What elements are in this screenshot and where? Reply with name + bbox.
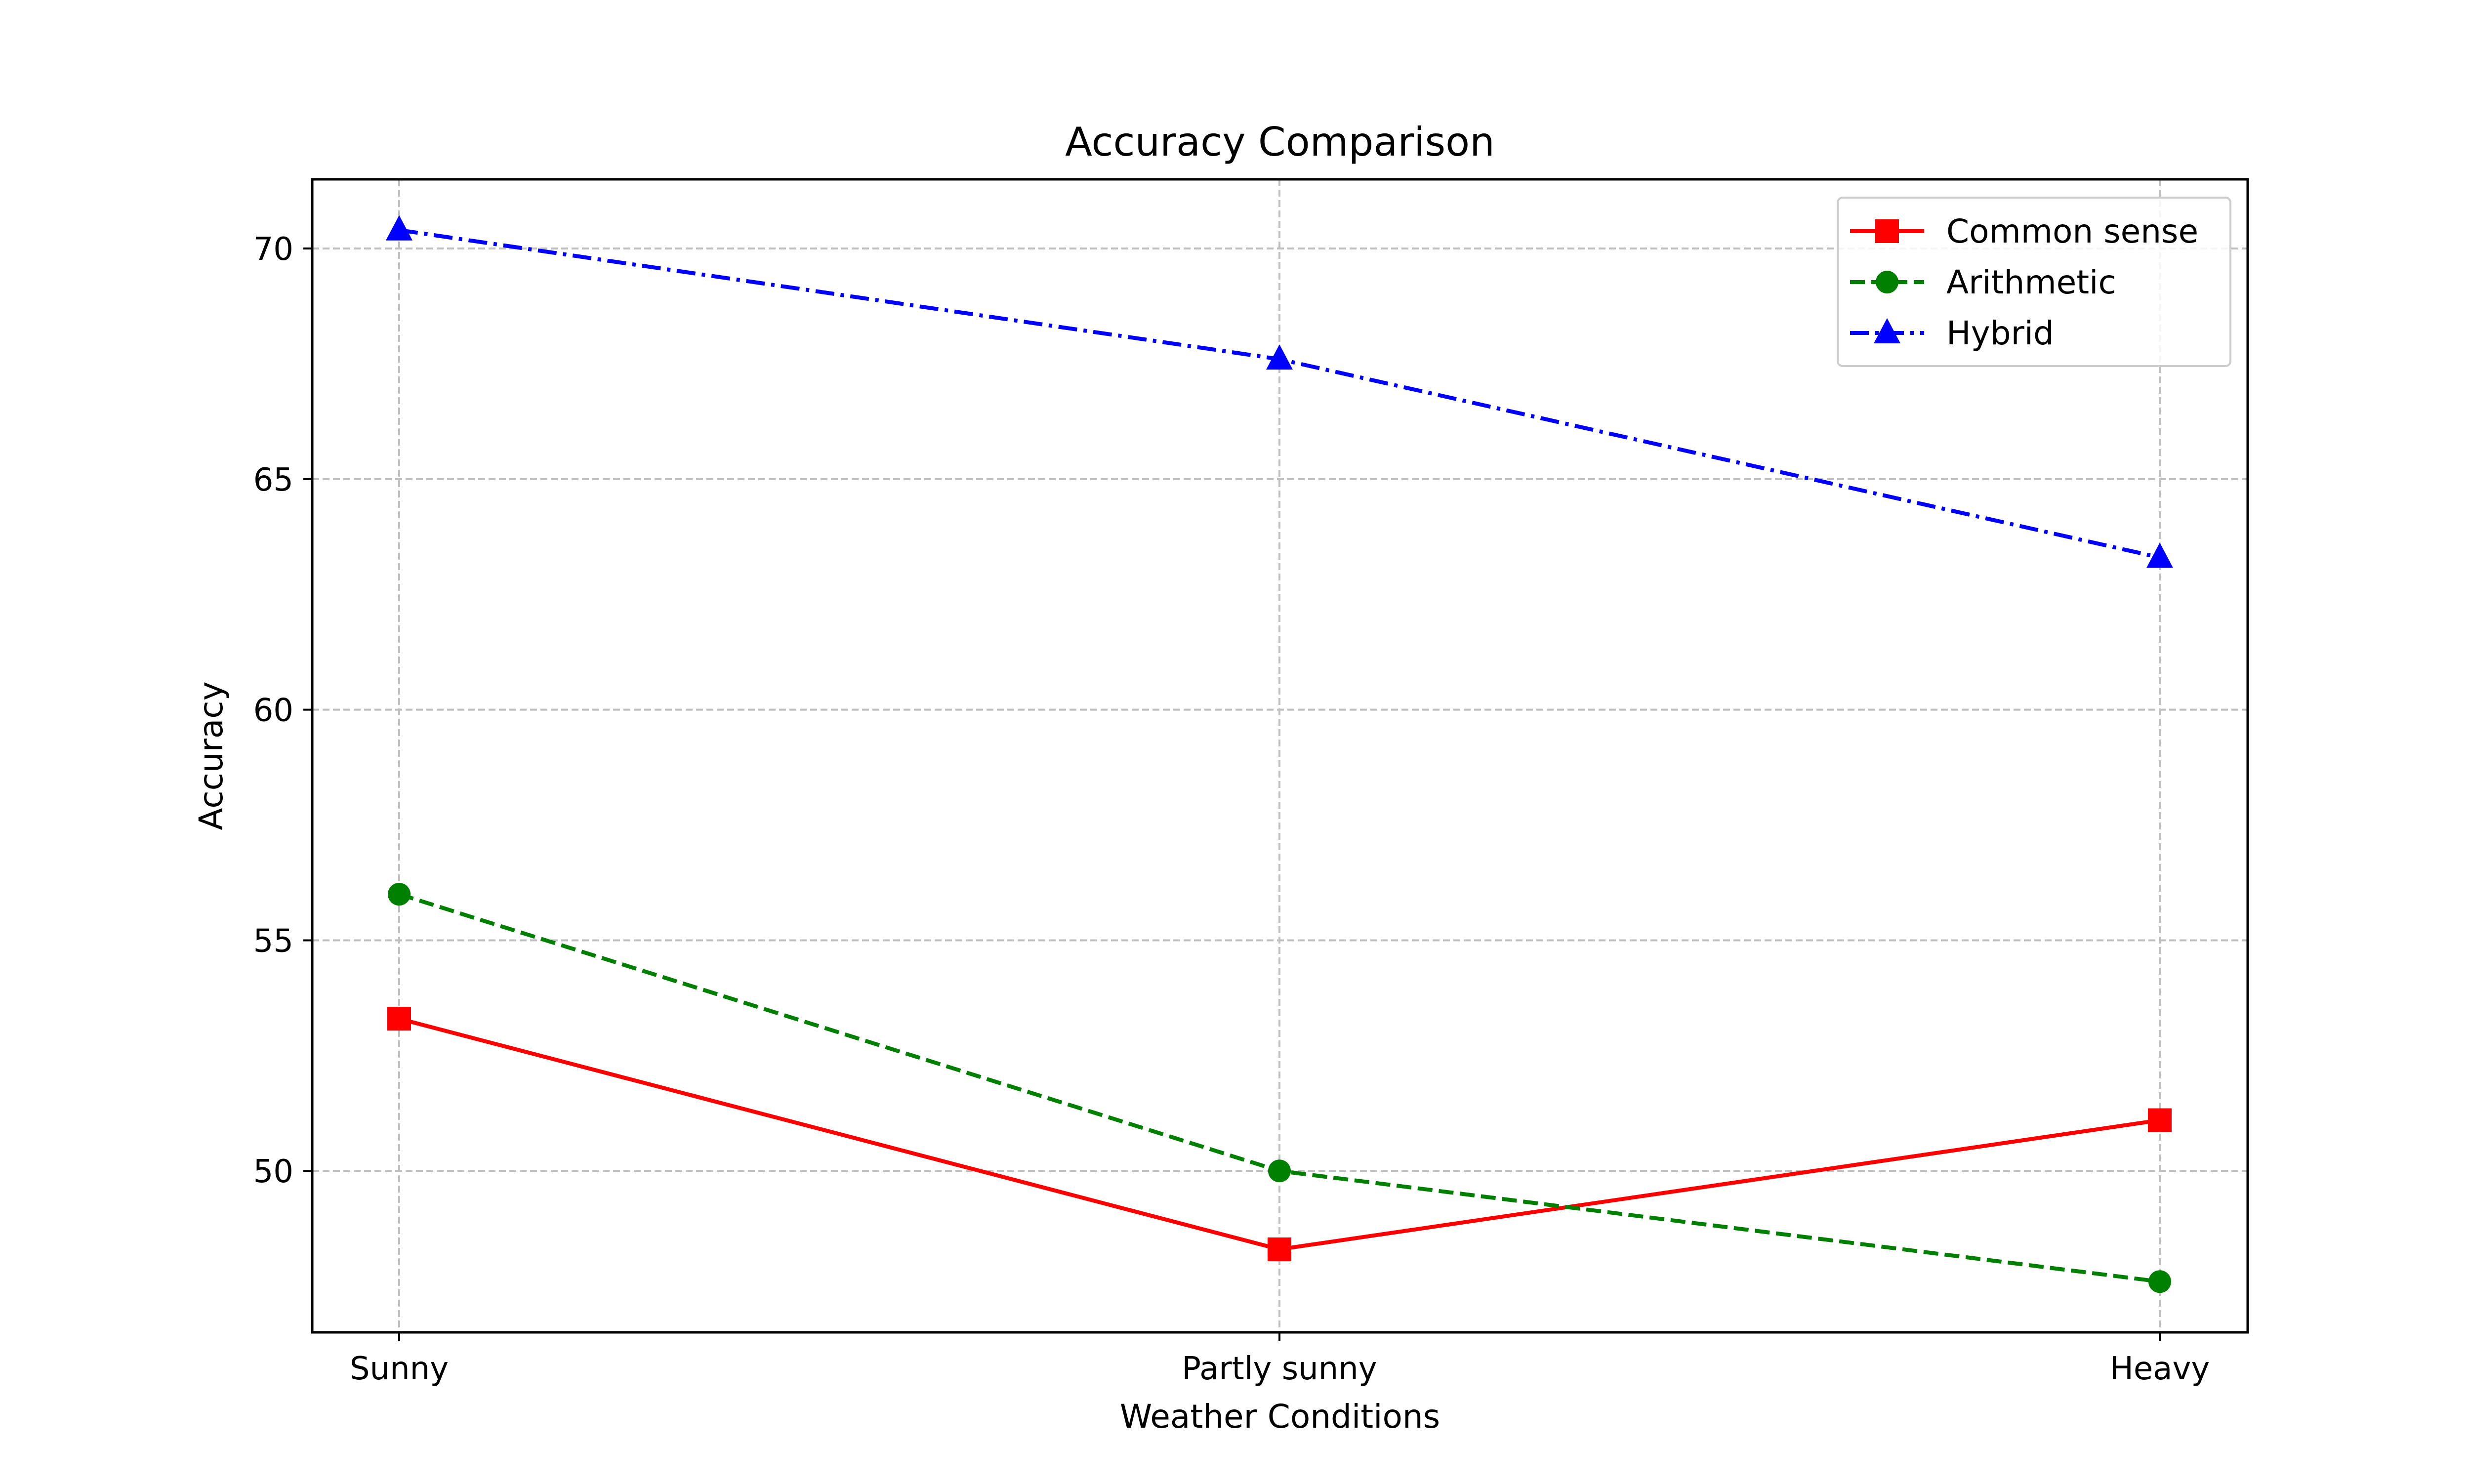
data-point (386, 215, 412, 241)
x-axis-label: Weather Conditions (1120, 1398, 1440, 1436)
legend-marker (1875, 219, 1899, 243)
axis-ticks: Sunny Partly sunny Heavy 50 55 60 65 70 (253, 231, 2210, 1387)
legend: Common sense Arithmetic Hybrid (1837, 197, 2231, 367)
series-group (386, 215, 2173, 568)
y-tick-label: 70 (253, 231, 293, 268)
y-tick-label: 65 (253, 462, 293, 498)
legend-marker (1874, 318, 1900, 343)
series-lines (386, 215, 2173, 1293)
legend-item: Arithmetic (1850, 263, 2116, 301)
data-point (2148, 1108, 2172, 1132)
data-point (2148, 1270, 2171, 1293)
y-axis-label: Accuracy (192, 681, 230, 830)
data-point (387, 1007, 411, 1031)
legend-marker (1876, 271, 1898, 293)
data-point (388, 883, 411, 906)
data-point (1266, 344, 1293, 370)
series-group (388, 883, 2171, 1293)
legend-item: Hybrid (1850, 314, 2054, 352)
legend-label: Arithmetic (1946, 263, 2116, 301)
y-tick-label: 50 (253, 1154, 293, 1190)
series-group (387, 1007, 2172, 1261)
data-point (1268, 1159, 1291, 1183)
data-point (1268, 1237, 1291, 1261)
y-tick-label: 55 (253, 923, 293, 959)
data-point (2146, 542, 2173, 568)
x-tick-label: Sunny (350, 1351, 449, 1387)
y-tick-label: 60 (253, 693, 293, 729)
chart-title: Accuracy Comparison (1065, 119, 1495, 165)
legend-box (1837, 197, 2231, 367)
legend-label: Common sense (1946, 212, 2198, 250)
x-tick-label: Heavy (2110, 1351, 2210, 1387)
legend-item: Common sense (1850, 212, 2198, 250)
x-tick-label: Partly sunny (1182, 1351, 1377, 1387)
legend-label: Hybrid (1946, 314, 2054, 352)
